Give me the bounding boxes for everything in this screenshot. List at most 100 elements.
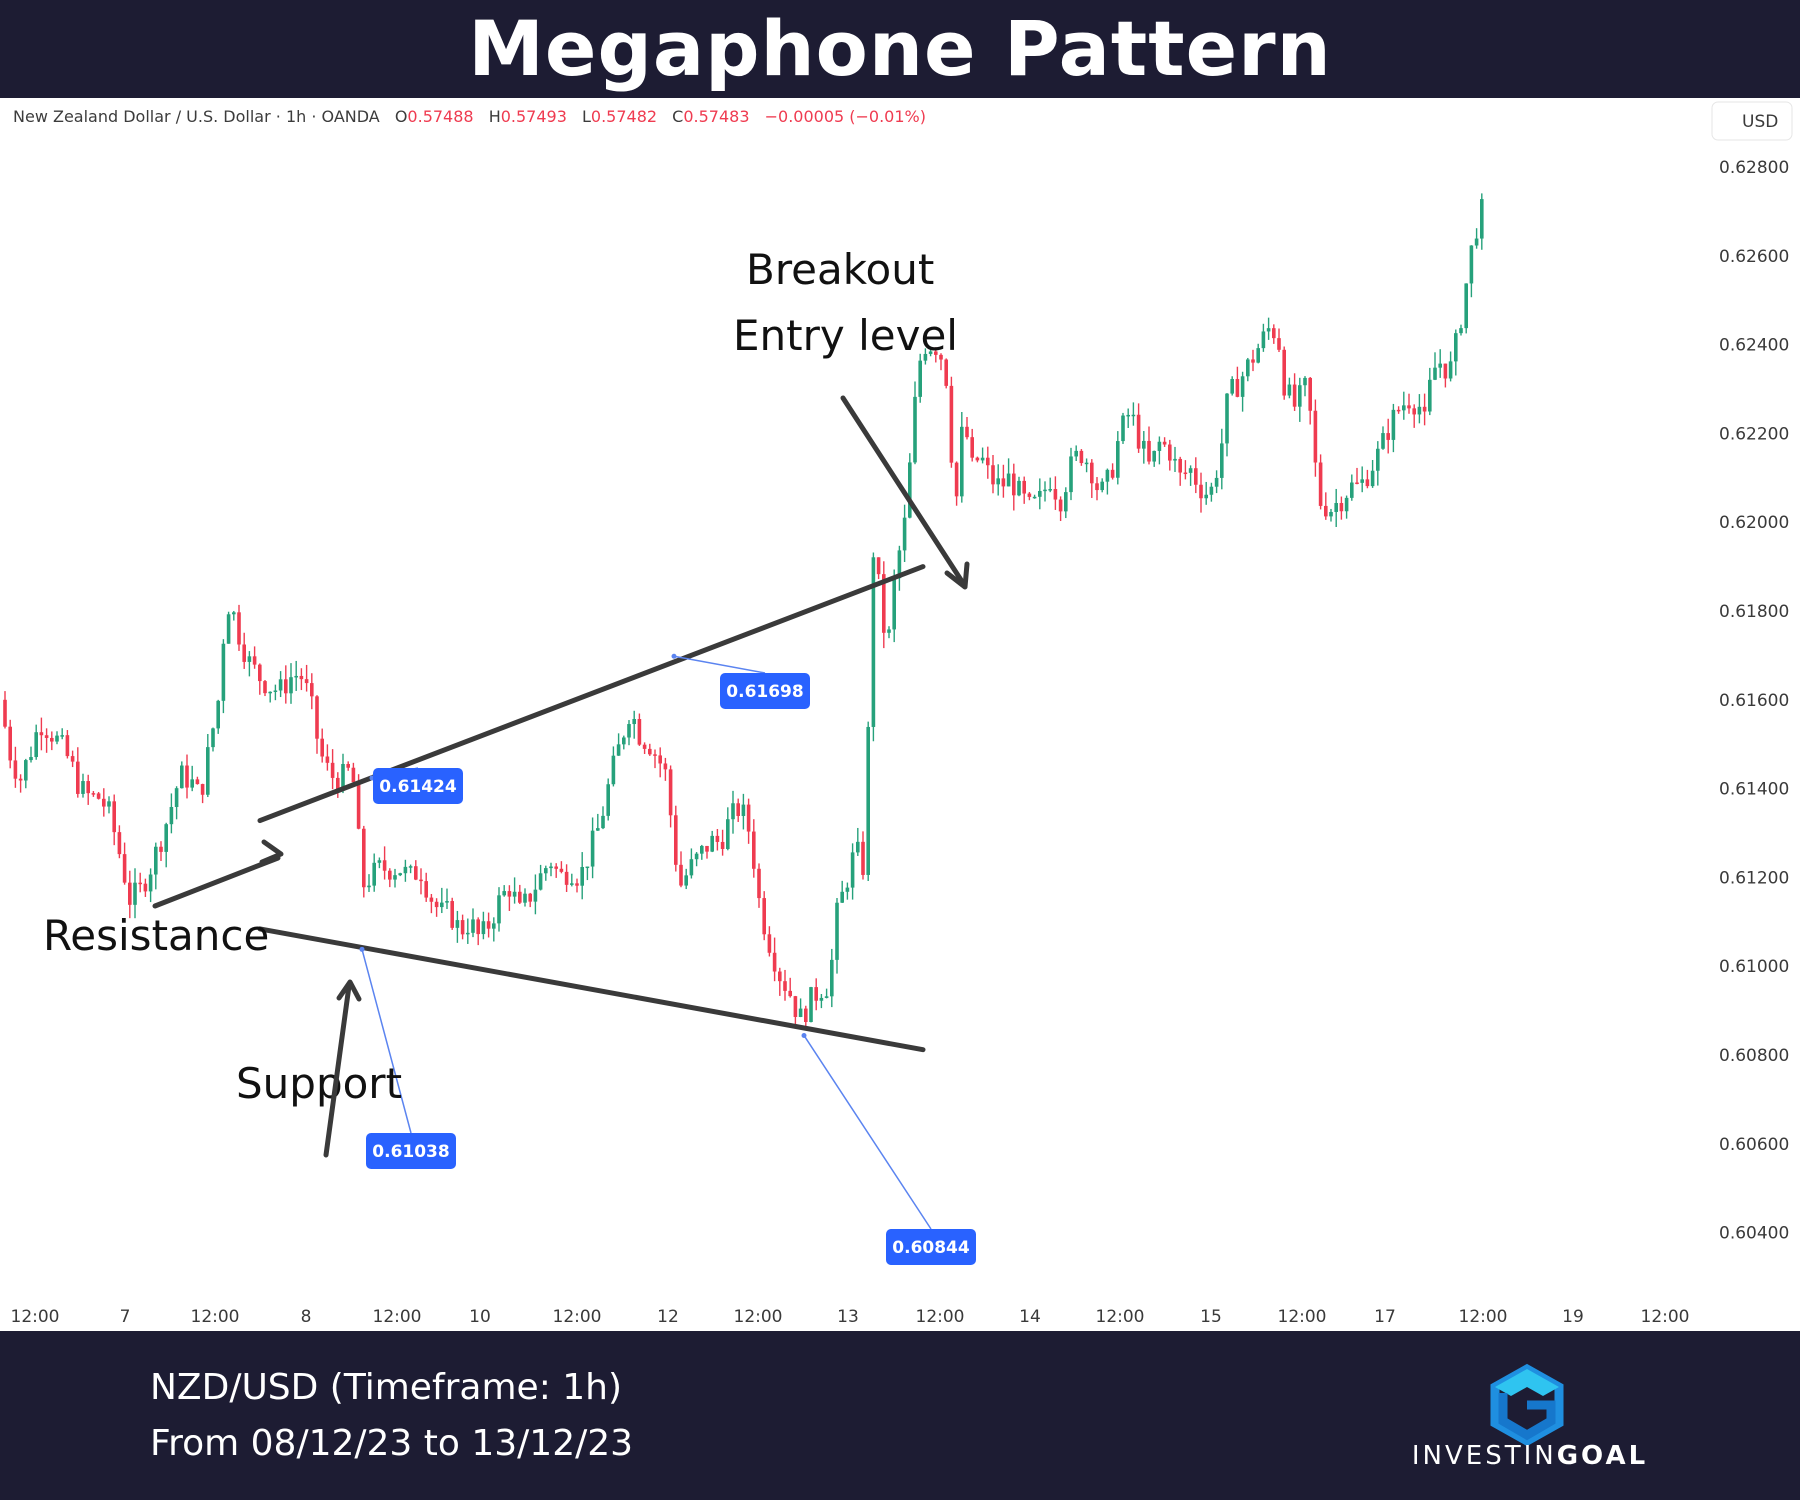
candle bbox=[1334, 488, 1338, 527]
candle bbox=[512, 877, 517, 904]
candle bbox=[44, 728, 49, 753]
y-tick-label: 0.62200 bbox=[1719, 424, 1789, 444]
candle bbox=[544, 865, 548, 881]
candle bbox=[320, 728, 324, 763]
ohlc-low-value: 0.57482 bbox=[591, 107, 657, 126]
candle bbox=[252, 646, 257, 669]
x-tick-label: 17 bbox=[1374, 1307, 1396, 1327]
x-tick-label: 12:00 bbox=[191, 1307, 240, 1327]
ohlc-change: −0.00005 (−0.01%) bbox=[765, 107, 926, 126]
candle bbox=[1168, 439, 1172, 471]
candle bbox=[195, 776, 200, 785]
candle bbox=[1412, 404, 1416, 428]
candle bbox=[596, 813, 600, 831]
candle bbox=[861, 831, 865, 880]
x-tick-label: 12:00 bbox=[553, 1307, 602, 1327]
candle bbox=[185, 754, 189, 799]
support-line[interactable] bbox=[257, 926, 926, 1053]
annotation-support: Support bbox=[236, 1059, 402, 1108]
candle bbox=[606, 778, 610, 821]
logo-text-suffix: GOAL bbox=[1556, 1441, 1649, 1471]
candle bbox=[1022, 476, 1026, 504]
ohlc-close-value: 0.57483 bbox=[683, 107, 749, 126]
candle bbox=[830, 948, 834, 1008]
chart-area[interactable]: 0.61424 0.61038 0.61698 0.60844 0.62800 0.62… bbox=[0, 98, 1800, 1331]
candle bbox=[330, 749, 335, 790]
candle bbox=[1355, 467, 1359, 485]
candle bbox=[86, 774, 90, 805]
candle bbox=[310, 673, 314, 710]
candle bbox=[492, 917, 496, 942]
candle bbox=[882, 561, 886, 649]
candle bbox=[674, 805, 678, 872]
candle bbox=[679, 851, 683, 888]
candle bbox=[1251, 349, 1255, 372]
currency-label[interactable]: USD bbox=[1742, 112, 1778, 132]
candle bbox=[325, 744, 330, 771]
candle bbox=[1282, 346, 1286, 400]
x-tick-label: 12 bbox=[657, 1307, 679, 1327]
y-tick-label: 0.61000 bbox=[1719, 957, 1789, 977]
candle bbox=[528, 892, 532, 908]
candle bbox=[1110, 463, 1115, 480]
candle bbox=[1064, 487, 1068, 519]
candle bbox=[845, 882, 850, 900]
candle bbox=[798, 998, 803, 1018]
candle bbox=[466, 918, 470, 944]
candle bbox=[767, 926, 772, 957]
candle bbox=[1116, 431, 1120, 485]
candle bbox=[96, 792, 101, 800]
resistance-line[interactable] bbox=[257, 564, 926, 824]
candle bbox=[1443, 363, 1448, 388]
candle bbox=[445, 888, 449, 910]
support-arrow-head bbox=[336, 979, 362, 1002]
annotation-arrows bbox=[152, 395, 970, 1158]
candle bbox=[471, 908, 475, 938]
candle bbox=[388, 868, 392, 888]
candle bbox=[393, 868, 397, 888]
candle bbox=[1277, 328, 1281, 353]
candle bbox=[1454, 329, 1458, 376]
candle bbox=[840, 880, 844, 903]
x-tick-label: 10 bbox=[469, 1307, 491, 1327]
candle bbox=[117, 825, 122, 859]
candle bbox=[1376, 441, 1380, 486]
price-tag-label: 0.61424 bbox=[379, 777, 457, 797]
price-tag: 0.61698 bbox=[671, 653, 810, 709]
candle bbox=[1370, 460, 1375, 488]
candle bbox=[1188, 465, 1193, 486]
candle bbox=[549, 862, 553, 877]
candle bbox=[1318, 454, 1323, 510]
currency-button[interactable]: USD bbox=[1711, 101, 1793, 141]
candle bbox=[689, 848, 694, 879]
ohlc-high-label: H bbox=[489, 107, 501, 126]
candle bbox=[1194, 457, 1198, 494]
annotation-entry-level: Entry level bbox=[733, 311, 958, 360]
candle bbox=[206, 734, 210, 798]
ohlc-low-label: L bbox=[582, 107, 591, 126]
investingoal-logo-text: INVESTINGOAL bbox=[1405, 1441, 1655, 1471]
candle bbox=[1027, 492, 1032, 501]
x-tick-label: 8 bbox=[301, 1307, 312, 1327]
candle bbox=[429, 893, 434, 914]
candle bbox=[918, 353, 922, 403]
candle bbox=[24, 758, 28, 789]
candle bbox=[1017, 476, 1021, 497]
symbol-info-bar: New Zealand Dollar / U.S. Dollar · 1h · … bbox=[13, 107, 926, 126]
candle bbox=[684, 868, 688, 890]
candle bbox=[1038, 478, 1042, 510]
candle bbox=[273, 684, 278, 701]
candle bbox=[497, 887, 501, 932]
candle bbox=[1438, 349, 1442, 378]
x-tick-label: 12:00 bbox=[373, 1307, 422, 1327]
x-tick-label: 12:00 bbox=[11, 1307, 60, 1327]
candle bbox=[414, 860, 418, 881]
candle bbox=[294, 660, 298, 691]
candle bbox=[200, 783, 205, 804]
candle bbox=[1126, 408, 1130, 428]
candle bbox=[122, 842, 127, 885]
candle bbox=[226, 611, 231, 644]
axis-layer: 0.62800 0.62600 0.62400 0.62200 0.62000 0.618… bbox=[11, 158, 1790, 1327]
x-tick-label: 12:00 bbox=[1096, 1307, 1145, 1327]
